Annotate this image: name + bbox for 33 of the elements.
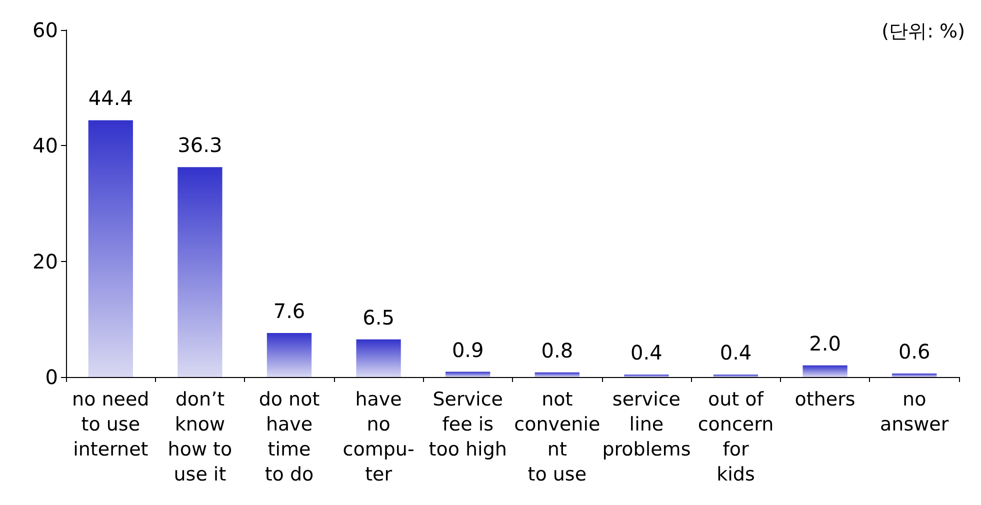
x-tick-label: no need to use internet [72, 388, 150, 460]
bar [892, 374, 937, 377]
data-label: 36.3 [178, 133, 222, 158]
x-tick-label: don’t know how to use it [168, 388, 232, 486]
data-label: 0.8 [541, 338, 574, 362]
bar [534, 372, 580, 377]
annotation: (단위: %) [882, 20, 966, 42]
y-tick-label: 20 [32, 249, 58, 274]
data-label: 6.5 [362, 305, 394, 330]
y-tick-label: 60 [32, 18, 58, 42]
bar [446, 372, 490, 377]
y-tick-label: 40 [32, 134, 58, 158]
x-tick-label: Service fee is too high [428, 388, 507, 460]
bar [356, 339, 401, 377]
bar [802, 365, 848, 377]
x-tick-label: service line problems [602, 388, 691, 460]
data-label: 0.4 [720, 340, 752, 365]
bar [178, 167, 222, 377]
data-label: 0.4 [630, 340, 662, 365]
x-tick-label: have no compu- ter [342, 388, 414, 486]
data-label: 0.6 [898, 340, 930, 364]
data-label: 7.6 [273, 299, 306, 324]
y-tick-label: 0 [45, 365, 58, 389]
data-label: 2.0 [809, 331, 841, 356]
x-tick-label: out of concern for kids [698, 388, 774, 486]
data-label: 0.9 [452, 338, 484, 362]
bar [266, 333, 312, 377]
x-tick-label: do not have time to do [258, 388, 320, 486]
data-label: 44.4 [88, 86, 133, 110]
x-tick-label: not convenie nt to use [514, 388, 600, 486]
x-tick-label: others [794, 388, 856, 410]
bar [88, 120, 133, 377]
x-tick-label: no answer [880, 388, 949, 436]
